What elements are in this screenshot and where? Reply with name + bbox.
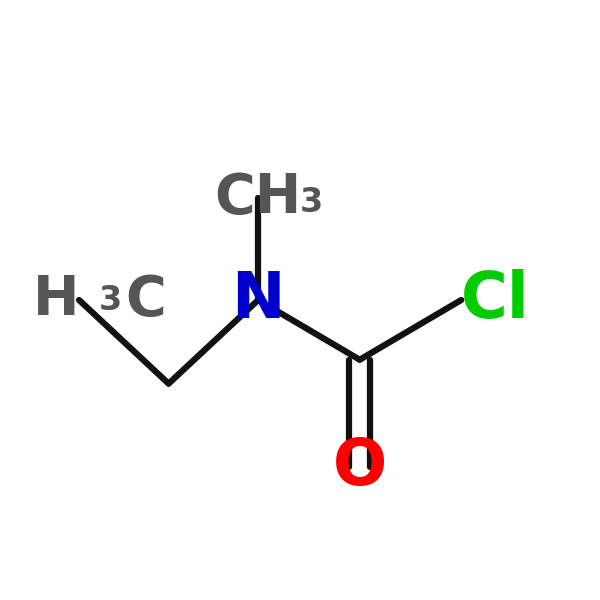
Text: 3: 3 (99, 284, 122, 317)
Text: Cl: Cl (461, 269, 530, 331)
Text: 3: 3 (300, 186, 323, 219)
Text: O: O (332, 436, 387, 498)
Text: C: C (125, 273, 166, 327)
Text: N: N (232, 269, 285, 331)
Text: H: H (32, 273, 79, 327)
Text: CH: CH (215, 172, 302, 226)
